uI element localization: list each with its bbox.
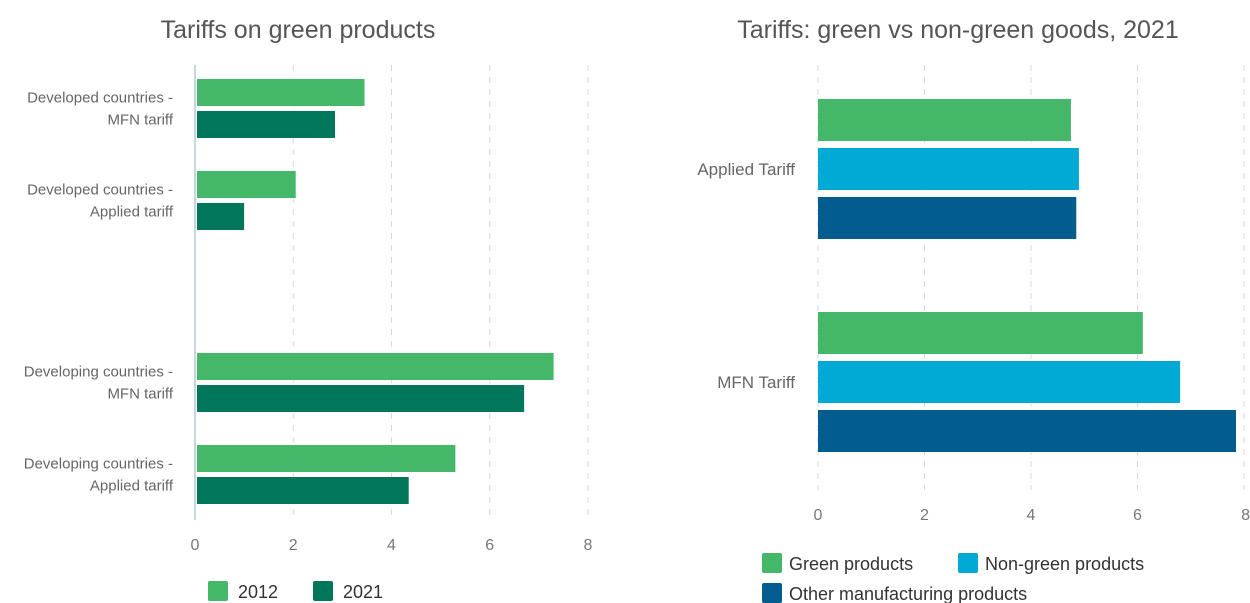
chart-left-tick-label: 6 (485, 537, 494, 554)
chart-left-tick-label: 2 (289, 537, 298, 554)
chart-right-tick-label: 6 (1133, 507, 1142, 524)
chart-left-title: Tariffs on green products (161, 16, 436, 44)
chart-left-bar (197, 171, 296, 198)
chart-left-category-label: MFN tariff (107, 386, 173, 403)
chart-right-legend-swatch (762, 583, 782, 603)
chart-right-legend-swatch (762, 553, 782, 573)
chart-right-tick-label: 4 (1027, 507, 1036, 524)
chart-left-category-label: Developing countries - (24, 456, 173, 473)
chart-right-bar (818, 99, 1071, 141)
chart-right-legend-swatch (958, 553, 978, 573)
chart-right-legend-label: Other manufacturing products (789, 584, 1027, 603)
chart-right: Tariffs: green vs non-green goods, 2021 … (697, 16, 1250, 603)
chart-right-title: Tariffs: green vs non-green goods, 2021 (737, 16, 1179, 44)
chart-left-tick-label: 4 (387, 537, 396, 554)
chart-left-category-label: Developing countries - (24, 364, 173, 381)
chart-left-bar (197, 385, 525, 412)
chart-left-category-label: Applied tariff (90, 204, 174, 221)
chart-left-bar (197, 353, 554, 380)
chart-right-category-label: MFN Tariff (717, 373, 795, 392)
chart-left-bar (197, 79, 365, 106)
chart-left-bar (197, 477, 409, 504)
chart-left-legend-swatch (208, 581, 228, 601)
chart-right-bar (818, 361, 1181, 403)
chart-left-bar (197, 203, 245, 230)
chart-right-bar (818, 312, 1143, 354)
chart-left: Tariffs on green products Developed coun… (24, 16, 593, 602)
chart-left-legend-label: 2021 (343, 582, 383, 602)
chart-right-tick-label: 0 (814, 507, 823, 524)
chart-right-tick-label: 2 (920, 507, 929, 524)
chart-left-tick-label: 8 (584, 537, 593, 554)
chart-right-legend-label: Non-green products (985, 554, 1144, 574)
chart-right-legend-label: Green products (789, 554, 913, 574)
chart-right-tick-label: 8 (1241, 507, 1250, 524)
chart-left-category-label: Applied tariff (90, 478, 174, 495)
chart-left-bar (197, 445, 456, 472)
chart-right-bar (818, 410, 1237, 452)
chart-right-bar (818, 197, 1077, 239)
chart-left-legend-swatch (313, 581, 333, 601)
chart-left-bar (197, 111, 336, 138)
chart-left-category-label: Developed countries - (27, 182, 173, 199)
chart-left-category-label: Developed countries - (27, 90, 173, 107)
chart-left-tick-label: 0 (191, 537, 200, 554)
chart-left-legend-label: 2012 (238, 582, 278, 602)
chart-right-category-label: Applied Tariff (697, 160, 795, 179)
chart-left-category-label: MFN tariff (107, 112, 173, 129)
chart-right-bar (818, 148, 1079, 190)
